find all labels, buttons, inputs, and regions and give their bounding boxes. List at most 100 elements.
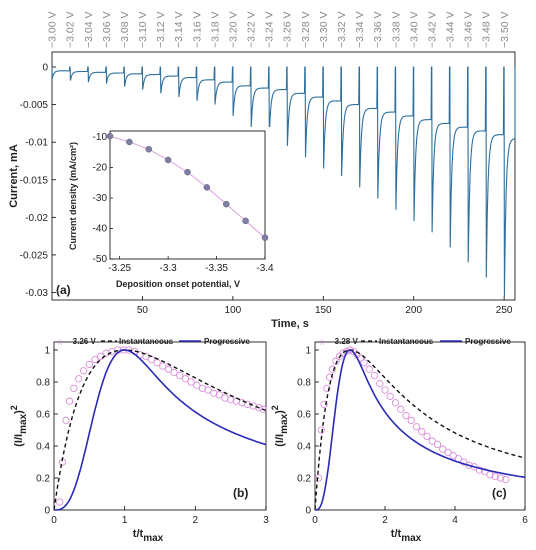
inset-plot-frame bbox=[109, 130, 266, 260]
current-trace bbox=[51, 66, 516, 297]
panel-c-x-ticks: 0 2 4 6 bbox=[312, 506, 528, 526]
potential-label: −3.42 V bbox=[426, 12, 438, 49]
measured-point bbox=[317, 426, 325, 434]
potential-label: −3.32 V bbox=[336, 12, 348, 49]
panel-b-y-axis-label: (I/Imax)2 bbox=[9, 405, 29, 447]
measured-point bbox=[402, 411, 410, 420]
y-tick-label: 0.8 bbox=[36, 378, 50, 389]
legend-marker-icon: ☆ bbox=[318, 338, 326, 348]
x-tick-label: 2 bbox=[193, 515, 199, 526]
potential-label: −3.00 V bbox=[47, 12, 59, 49]
panel-b-x-ticks: 0 1 2 3 bbox=[51, 506, 269, 526]
measured-point bbox=[65, 397, 74, 405]
panel-b-legend: ☆ -3.26 V Instantaneous Progressive bbox=[56, 337, 250, 348]
measured-point bbox=[481, 467, 489, 476]
measured-point bbox=[62, 416, 70, 425]
x-tick-label: 2 bbox=[382, 515, 388, 526]
measured-point bbox=[502, 475, 510, 484]
x-tick-label: 1 bbox=[122, 515, 128, 526]
potential-label: −3.44 V bbox=[445, 12, 457, 49]
panel-b-y-ticks: 0 0.2 0.4 0.6 0.8 1 bbox=[36, 346, 58, 517]
potential-label: −3.02 V bbox=[65, 12, 77, 49]
panel-b-tag: (b) bbox=[233, 486, 248, 500]
measured-point bbox=[75, 375, 83, 383]
x-tick-label: 6 bbox=[522, 515, 528, 526]
panel-b-x-axis-label: t/tmax bbox=[133, 528, 164, 544]
measured-point bbox=[386, 392, 394, 401]
legend-instantaneous-label: Instantaneous bbox=[119, 337, 174, 346]
potential-label: −3.36 V bbox=[372, 12, 384, 49]
inset-data-point bbox=[242, 217, 249, 225]
progressive-curve bbox=[314, 349, 526, 511]
measured-point bbox=[491, 472, 499, 481]
potential-label: −3.30 V bbox=[318, 12, 330, 49]
measured-point bbox=[164, 365, 173, 373]
measured-point bbox=[56, 498, 64, 506]
potential-label: −3.20 V bbox=[227, 12, 239, 49]
measured-point bbox=[381, 386, 389, 394]
y-tick-label: 0.2 bbox=[297, 474, 311, 485]
inset-chart: -10 -20 -30 -40 -50 -3.25 -3.3 -3.35 -3.4 Curre… bbox=[60, 127, 274, 289]
potential-label: −3.04 V bbox=[83, 12, 95, 49]
y-tick-label: 0.8 bbox=[297, 378, 311, 389]
legend-measured-label: -3.28 V bbox=[332, 337, 358, 346]
measured-point bbox=[460, 458, 468, 466]
y-tick-label: -0.03 bbox=[25, 288, 48, 299]
measured-point bbox=[91, 355, 99, 364]
panel-c-legend: ☆ -3.28 V Instantaneous Progressive bbox=[318, 337, 511, 348]
measured-point bbox=[187, 378, 195, 386]
panel-a-x-axis-label: Time, s bbox=[271, 318, 309, 330]
measured-point bbox=[181, 375, 190, 383]
measured-point bbox=[423, 432, 431, 441]
inset-x-tick-label: -3.3 bbox=[160, 263, 178, 274]
inset-x-axis-label: Deposition onset potential, V bbox=[116, 279, 240, 289]
legend-measured-label: -3.26 V bbox=[70, 337, 96, 346]
potential-label: −3.46 V bbox=[463, 12, 475, 49]
measured-point bbox=[259, 405, 267, 413]
panel-a-x-ticks: 50 100 150 200 250 bbox=[137, 296, 513, 316]
inset-x-ticks: -3.25 -3.3 -3.35 -3.4 bbox=[108, 256, 274, 274]
y-tick-label: 0.6 bbox=[36, 410, 50, 421]
y-tick-label: 1 bbox=[44, 346, 50, 357]
inset-x-tick-label: -3.35 bbox=[205, 263, 228, 274]
y-tick-label: 0 bbox=[42, 63, 48, 74]
potential-label: −3.08 V bbox=[119, 12, 131, 49]
y-tick-label: 0 bbox=[44, 506, 50, 517]
panel-c-y-axis-label: (I/Imax)2 bbox=[270, 405, 290, 447]
potential-label: −3.26 V bbox=[282, 12, 294, 49]
x-tick-label: 4 bbox=[452, 515, 458, 526]
inset-y-tick-label: -20 bbox=[93, 163, 108, 174]
measured-point bbox=[360, 359, 368, 367]
measured-point bbox=[204, 386, 212, 394]
x-tick-label: 0 bbox=[51, 515, 57, 526]
potential-label: −3.12 V bbox=[155, 12, 167, 49]
measured-point bbox=[80, 367, 88, 375]
inset-y-ticks: -10 -20 -30 -40 -50 bbox=[93, 132, 113, 265]
measured-point bbox=[391, 399, 400, 407]
panel-c-y-ticks: 0 0.2 0.4 0.6 0.8 1 bbox=[297, 346, 319, 517]
inset-data-point bbox=[223, 200, 230, 208]
potential-label: −3.40 V bbox=[408, 12, 420, 49]
y-tick-label: 0.2 bbox=[36, 474, 50, 485]
inset-y-tick-label: -30 bbox=[93, 193, 108, 204]
legend-instantaneous-label: Instantaneous bbox=[379, 337, 434, 346]
measured-point bbox=[159, 362, 167, 370]
inset-x-tick-label: -3.4 bbox=[256, 263, 274, 274]
panel-c-x-axis-label: t/tmax bbox=[391, 528, 422, 544]
inset-data-point bbox=[164, 156, 172, 164]
legend-progressive-label: Progressive bbox=[204, 337, 250, 346]
instantaneous-curve bbox=[53, 349, 267, 510]
panel-a-chronoamperometry: −3.00 V −3.02 V −3.04 V −3.06 V −3.08 V −3.10… bbox=[8, 12, 516, 330]
measured-point bbox=[153, 359, 161, 367]
measured-point bbox=[412, 423, 421, 431]
potential-label: −3.14 V bbox=[173, 12, 185, 49]
x-tick-label: 0 bbox=[312, 515, 318, 526]
y-tick-label: 1 bbox=[305, 346, 311, 357]
measured-point bbox=[142, 352, 150, 361]
panel-a-y-axis-label: Current, mA bbox=[8, 144, 20, 208]
measured-point bbox=[449, 451, 457, 460]
measured-point bbox=[255, 403, 263, 412]
panel-a-y-ticks: 0 -0.005 -0.01 -0.015 -0.02 -0.025 -0.03 bbox=[20, 63, 56, 299]
inset-data-points bbox=[106, 132, 269, 241]
